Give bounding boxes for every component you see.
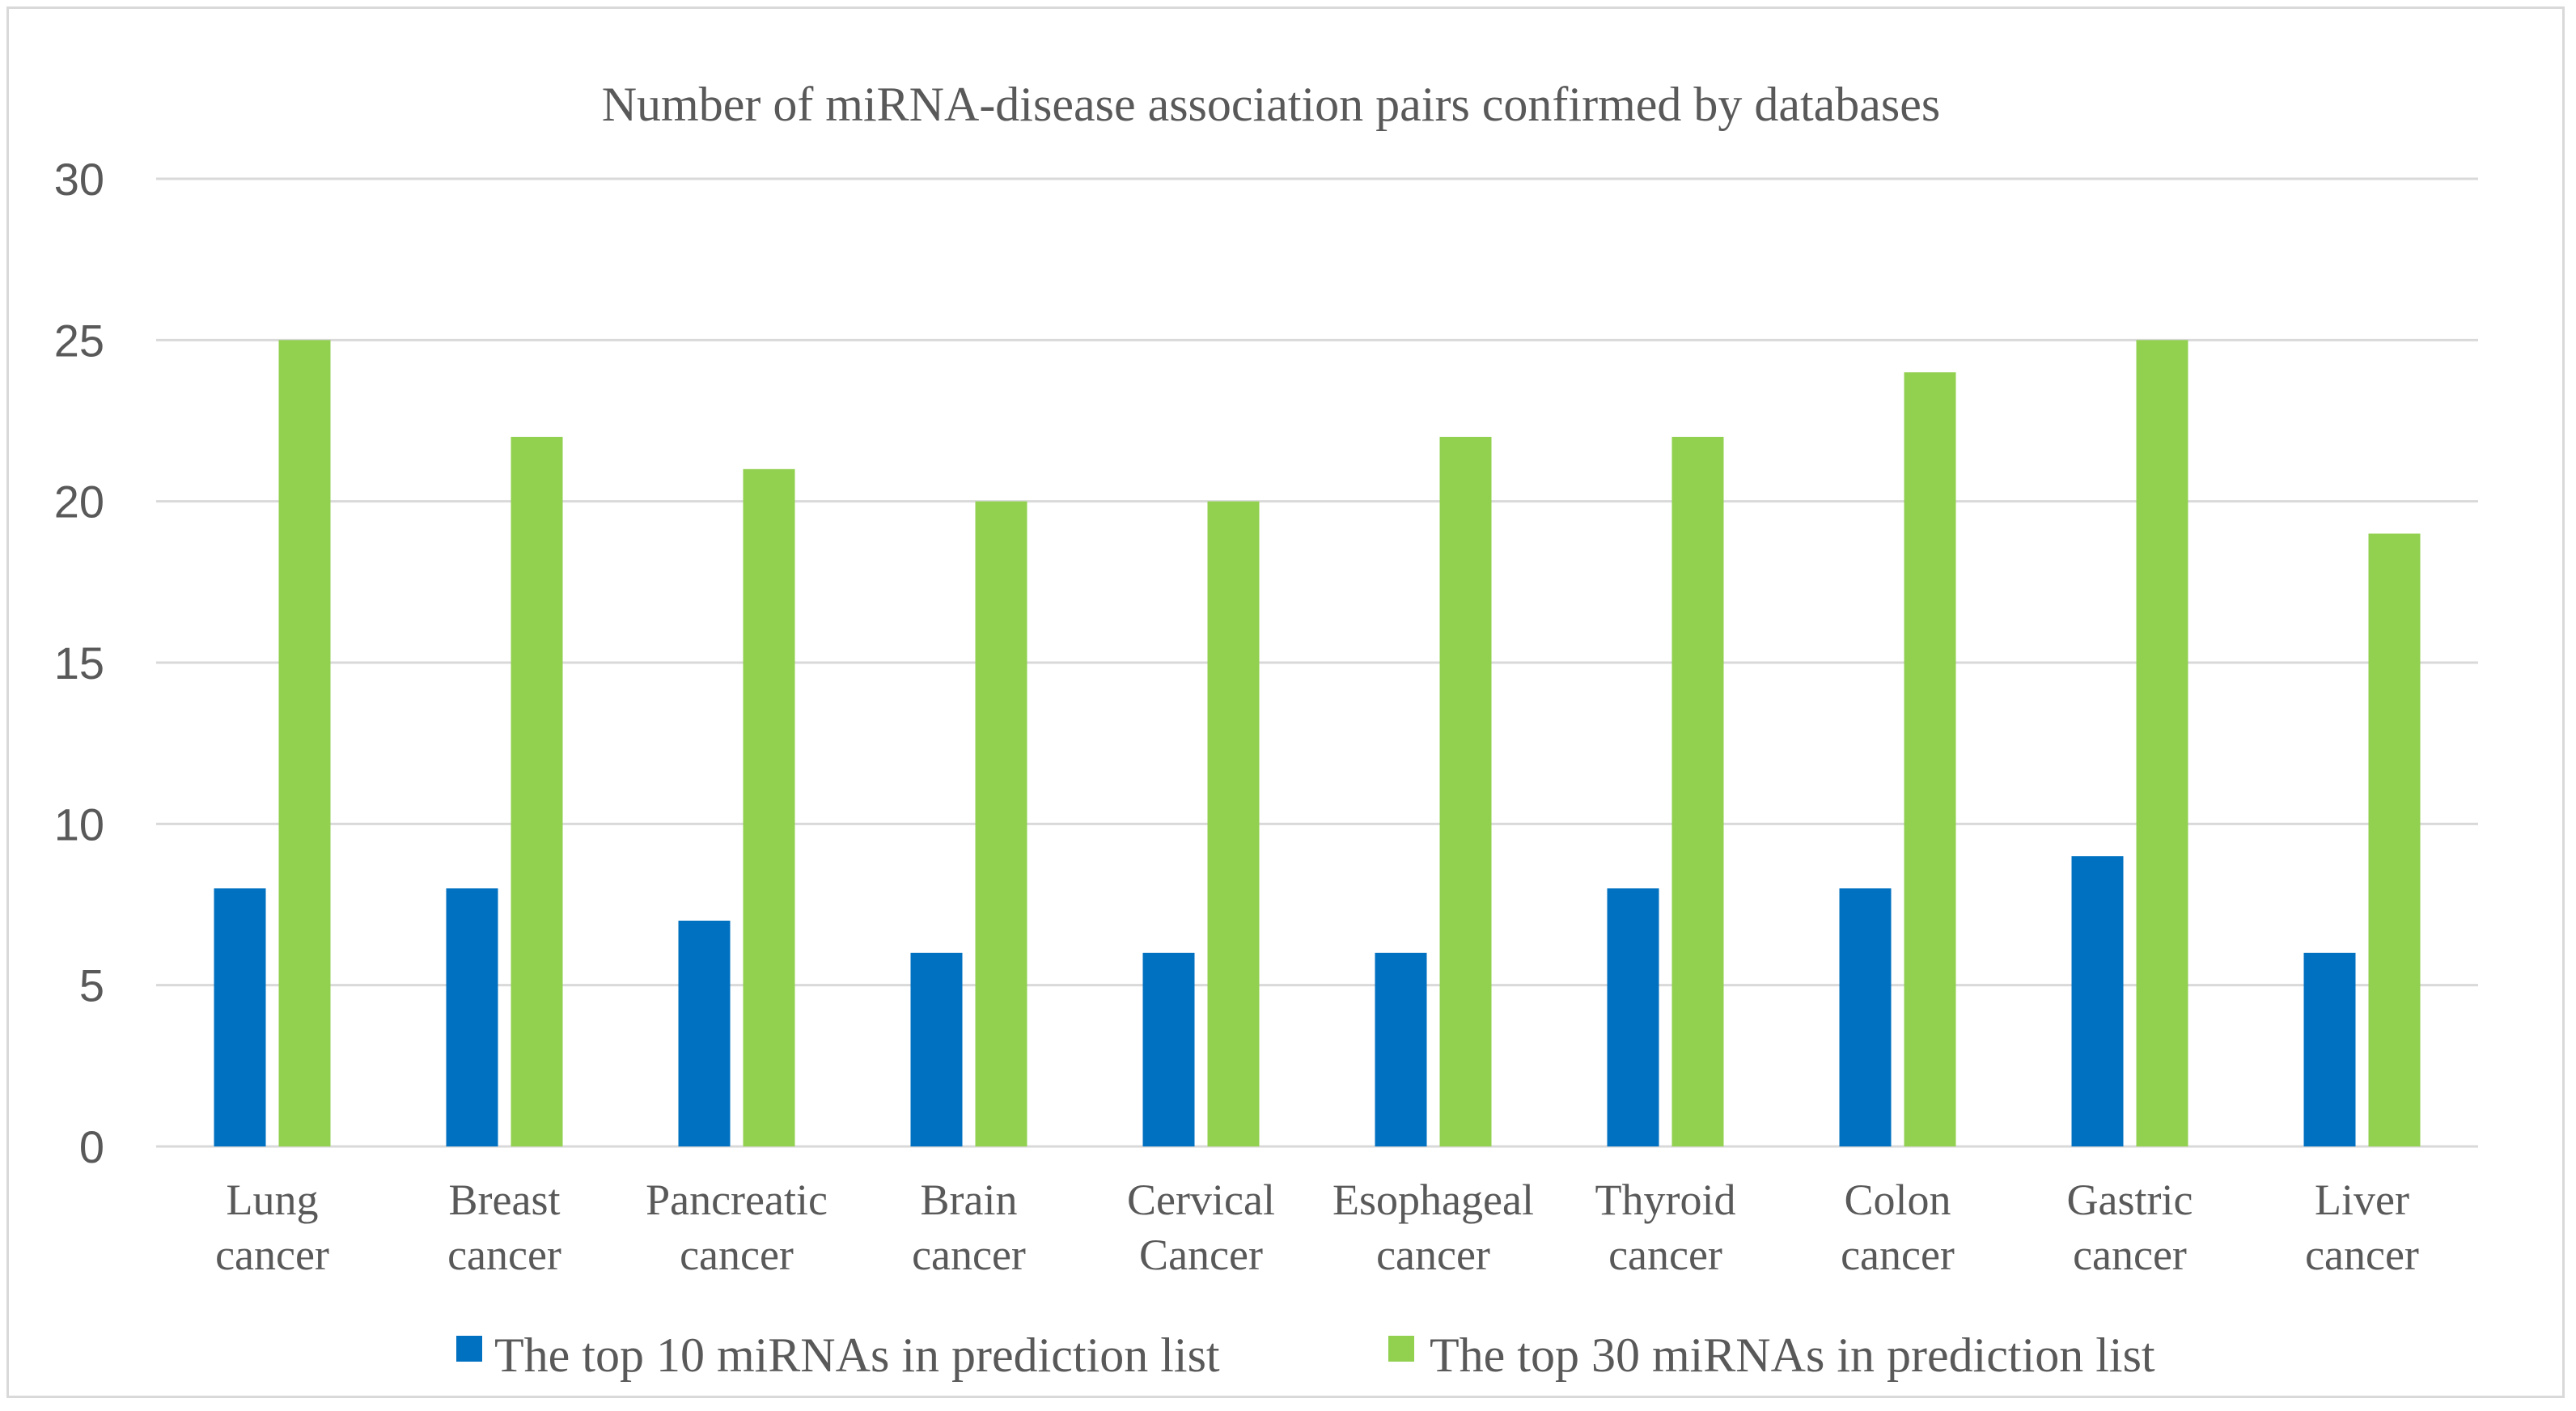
bar-top10-2 bbox=[678, 920, 731, 1146]
x-tick-label: Breast cancer bbox=[447, 1176, 561, 1279]
bar-top30-7 bbox=[1904, 372, 1956, 1146]
bar-top30-1 bbox=[511, 436, 563, 1146]
x-tick-label-line: cancer bbox=[215, 1231, 329, 1279]
bar-top10-4 bbox=[1142, 952, 1195, 1146]
y-tick-label: 10 bbox=[54, 799, 104, 850]
y-tick-label: 5 bbox=[79, 960, 104, 1011]
x-tick-label: Thyroid cancer bbox=[1595, 1176, 1736, 1279]
chart-frame: Number of miRNA-disease association pair… bbox=[6, 6, 2565, 1398]
x-tick-label-line: Brain bbox=[921, 1176, 1018, 1224]
x-tick-label: Gastric cancer bbox=[2067, 1176, 2193, 1279]
x-tick-label: Brain cancer bbox=[912, 1176, 1026, 1279]
x-tick-label-line: Gastric bbox=[2067, 1176, 2193, 1224]
bars bbox=[214, 340, 2421, 1146]
x-tick-label-line: Pancreatic bbox=[646, 1176, 828, 1224]
x-tick-label: Esophageal cancer bbox=[1332, 1176, 1534, 1279]
x-tick-label-line: Cervical bbox=[1127, 1176, 1275, 1224]
bar-top10-8 bbox=[2071, 856, 2124, 1146]
x-tick-label: Liver cancer bbox=[2305, 1176, 2419, 1279]
bar-chart: Number of miRNA-disease association pair… bbox=[54, 78, 2478, 1382]
y-tick-label: 30 bbox=[54, 154, 104, 205]
x-tick-label-line: cancer bbox=[680, 1231, 794, 1279]
x-tick-label: Pancreatic cancer bbox=[646, 1176, 828, 1279]
bar-top30-0 bbox=[278, 340, 331, 1146]
bar-top10-1 bbox=[446, 888, 498, 1146]
x-tick-label-line: Breast bbox=[449, 1176, 561, 1224]
bar-top30-6 bbox=[1671, 436, 1724, 1146]
x-tick-label-line: Thyroid bbox=[1595, 1176, 1736, 1224]
bar-top10-7 bbox=[1839, 888, 1892, 1146]
bar-top30-2 bbox=[743, 468, 795, 1146]
legend-label-1: The top 30 miRNAs in prediction list bbox=[1430, 1328, 2155, 1382]
x-tick-label-line: Lung bbox=[227, 1176, 319, 1224]
y-tick-label: 25 bbox=[54, 315, 104, 366]
y-tick-label: 15 bbox=[54, 638, 104, 689]
x-tick-label-line: cancer bbox=[1841, 1231, 1955, 1279]
y-tick-label: 0 bbox=[79, 1121, 104, 1172]
gridlines bbox=[156, 177, 2478, 1148]
bar-top30-4 bbox=[1207, 501, 1260, 1146]
x-tick-label-line: Cancer bbox=[1139, 1231, 1263, 1279]
bar-top10-6 bbox=[1607, 888, 1659, 1146]
x-tick-label-line: Colon bbox=[1844, 1176, 1951, 1224]
bar-top30-8 bbox=[2136, 340, 2188, 1146]
y-tick-label: 20 bbox=[54, 477, 104, 528]
x-tick-label-line: cancer bbox=[2073, 1231, 2187, 1279]
bar-top30-5 bbox=[1439, 436, 1492, 1146]
bar-top10-5 bbox=[1375, 952, 1427, 1146]
x-tick-label: Cervical Cancer bbox=[1127, 1176, 1275, 1279]
x-tick-label-line: Liver bbox=[2315, 1176, 2409, 1224]
legend-swatch-0 bbox=[456, 1336, 482, 1362]
x-tick-label: Lung cancer bbox=[215, 1176, 329, 1279]
legend-swatch-1 bbox=[1388, 1336, 1414, 1362]
x-tick-label-line: cancer bbox=[912, 1231, 1026, 1279]
bar-top10-9 bbox=[2303, 952, 2356, 1146]
x-tick-label-line: cancer bbox=[1608, 1231, 1722, 1279]
x-tick-label-line: Esophageal bbox=[1332, 1176, 1534, 1224]
x-tick-label-line: cancer bbox=[2305, 1231, 2419, 1279]
bar-top10-3 bbox=[910, 952, 963, 1146]
bar-top30-9 bbox=[2368, 533, 2421, 1146]
legend-label-0: The top 10 miRNAs in prediction list bbox=[494, 1328, 1220, 1382]
x-tick-label-line: cancer bbox=[447, 1231, 561, 1279]
bar-top30-3 bbox=[975, 501, 1027, 1146]
x-tick-label-line: cancer bbox=[1376, 1231, 1490, 1279]
x-tick-label: Colon cancer bbox=[1841, 1176, 1955, 1279]
bar-top10-0 bbox=[214, 888, 266, 1146]
chart-title: Number of miRNA-disease association pair… bbox=[602, 78, 1941, 131]
y-axis-ticks: 0 5 10 15 20 25 30 bbox=[54, 154, 104, 1172]
legend: The top 10 miRNAs in prediction list The … bbox=[456, 1328, 2155, 1382]
